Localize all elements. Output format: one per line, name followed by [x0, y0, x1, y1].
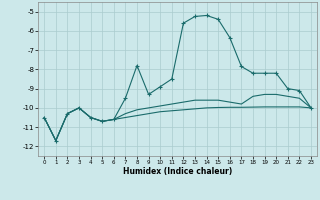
X-axis label: Humidex (Indice chaleur): Humidex (Indice chaleur)	[123, 167, 232, 176]
